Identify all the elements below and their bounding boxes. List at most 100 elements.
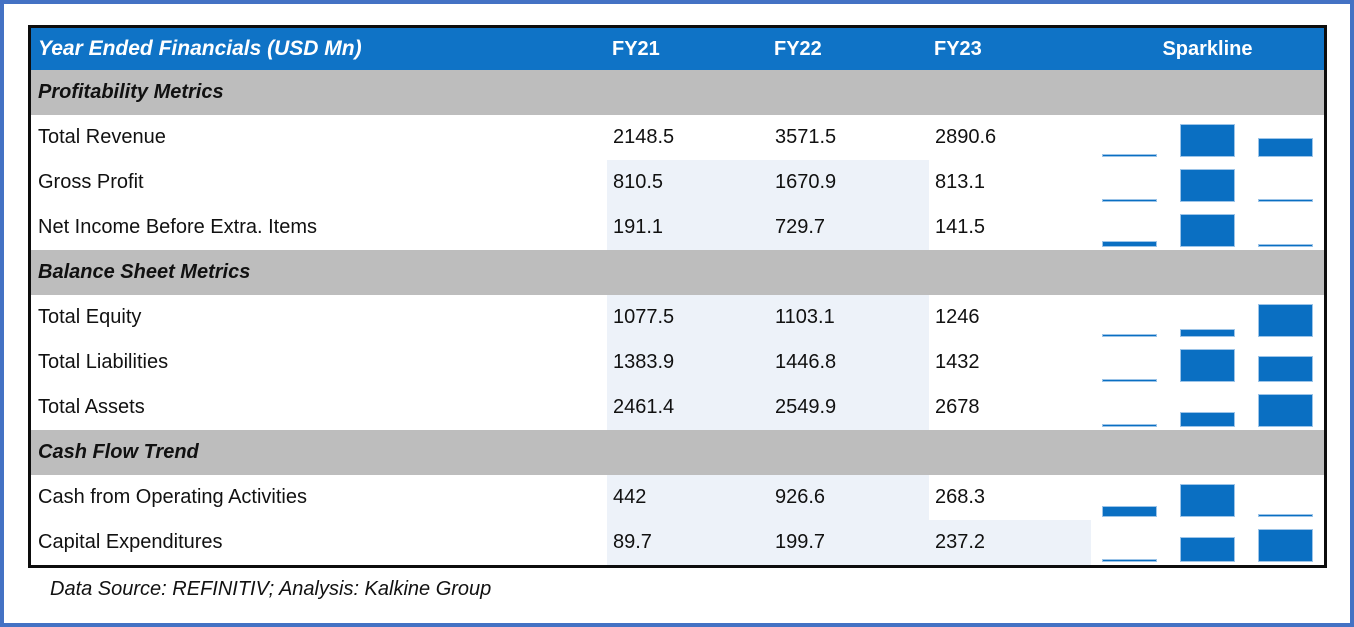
sparkline-bar-fy22	[1180, 169, 1235, 202]
sparkline-cell	[1091, 385, 1324, 430]
sparkline-slot-fy22	[1169, 349, 1247, 382]
sparkline-bar-fy22	[1180, 537, 1235, 562]
value-cell-fy22: 926.6	[769, 475, 929, 520]
sparkline-bar-fy21	[1102, 241, 1158, 247]
sparkline-slot-fy22	[1169, 214, 1247, 247]
sparkline-slot-fy23	[1246, 244, 1324, 247]
value-cell-fy22: 1670.9	[769, 160, 929, 205]
value-cell-fy21: 2148.5	[613, 126, 675, 148]
sparkline-bar-fy22	[1180, 329, 1235, 337]
sparkline-cell	[1091, 520, 1324, 565]
row-label: Cash from Operating Activities	[38, 486, 307, 508]
row-label: Total Liabilities	[38, 351, 169, 373]
sparkline-cell	[1091, 115, 1324, 160]
row-label: Capital Expenditures	[38, 531, 223, 553]
sparkline-bar-fy22	[1180, 214, 1235, 247]
sparkline-bar-fy22	[1180, 484, 1235, 517]
section-header-profitability-metrics: Profitability Metrics	[31, 70, 1324, 115]
sparkline-cell	[1091, 295, 1324, 340]
value-cell-fy23: 1432	[935, 351, 980, 373]
sparkline-slot-fy21	[1091, 154, 1169, 157]
sparkline-bar-fy23	[1257, 514, 1313, 517]
sparkline-slot-fy23	[1246, 394, 1324, 427]
sparkline-bar-fy23	[1257, 356, 1313, 382]
value-cell-fy21: 2461.4	[607, 385, 769, 430]
value-cell-fy22: 199.7	[769, 520, 929, 565]
table-row-total-revenue: Total Revenue 2148.5 3571.5 2890.6	[31, 115, 1324, 160]
value-cell-fy21: 1383.9	[607, 340, 769, 385]
table-row-total-liabilities: Total Liabilities 1383.9 1446.8 1432	[31, 340, 1324, 385]
table-row-cash-from-operating-activities: Cash from Operating Activities 442 926.6 26…	[31, 475, 1324, 520]
value-cell-fy21: 810.5	[607, 160, 769, 205]
sparkline-bar-fy21	[1102, 424, 1158, 427]
sparkline-slot-fy21	[1091, 559, 1169, 562]
sparkline-bar-fy23	[1257, 394, 1313, 427]
sparkline-slot-fy21	[1091, 424, 1169, 427]
row-label: Gross Profit	[38, 171, 144, 193]
sparkline-cell	[1091, 205, 1324, 250]
sparkline-slot-fy23	[1246, 514, 1324, 517]
sparkline-bar-fy23	[1257, 244, 1313, 247]
value-cell-fy23: 268.3	[935, 486, 986, 508]
value-cell-fy22: 1446.8	[769, 340, 929, 385]
row-label: Total Revenue	[38, 126, 166, 148]
table-row-total-equity: Total Equity 1077.5 1103.1 1246	[31, 295, 1324, 340]
sparkline-bar-fy21	[1102, 199, 1158, 202]
value-cell-fy22: 2549.9	[769, 385, 929, 430]
column-header-sparkline: Sparkline	[1162, 37, 1253, 60]
sparkline-slot-fy21	[1091, 379, 1169, 382]
value-cell-fy22: 729.7	[769, 205, 929, 250]
table-row-gross-profit: Gross Profit 810.5 1670.9 813.1	[31, 160, 1324, 205]
data-source-note: Data Source: REFINITIV; Analysis: Kalkin…	[50, 578, 492, 600]
value-cell-fy23: 1246	[935, 306, 980, 328]
sparkline-bar-fy23	[1257, 529, 1313, 562]
sparkline-bar-fy21	[1102, 154, 1158, 157]
table-row-total-assets: Total Assets 2461.4 2549.9 2678	[31, 385, 1324, 430]
sparkline-slot-fy22	[1169, 169, 1247, 202]
column-header-fy22: FY22	[774, 37, 822, 60]
value-cell-fy23: 237.2	[929, 520, 1091, 565]
value-cell-fy22: 3571.5	[775, 126, 837, 148]
value-cell-fy23: 813.1	[935, 171, 986, 193]
column-header-fy21: FY21	[612, 37, 660, 60]
sparkline-bar-fy23	[1257, 138, 1313, 157]
table-row-net-income-before-extra-items: Net Income Before Extra. Items 191.1 729.7…	[31, 205, 1324, 250]
value-cell-fy21: 191.1	[607, 205, 769, 250]
sparkline-bar-fy21	[1102, 379, 1158, 382]
sparkline-cell	[1091, 340, 1324, 385]
section-header-cash-flow-trend: Cash Flow Trend	[31, 430, 1324, 475]
sparkline-slot-fy23	[1246, 529, 1324, 562]
value-cell-fy23: 141.5	[935, 216, 986, 238]
sparkline-cell	[1091, 160, 1324, 205]
sparkline-slot-fy22	[1169, 124, 1247, 157]
value-cell-fy23: 2678	[935, 396, 980, 418]
sparkline-slot-fy23	[1246, 304, 1324, 337]
sparkline-bar-fy23	[1257, 304, 1313, 337]
table-body: Profitability Metrics Total Revenue 2148.5…	[31, 70, 1324, 565]
sparkline-bar-fy22	[1180, 124, 1235, 157]
column-header-fy23: FY23	[934, 37, 982, 60]
value-cell-fy23: 2890.6	[935, 126, 997, 148]
financials-table: Year Ended Financials (USD Mn) FY21 FY22…	[28, 25, 1327, 568]
sparkline-bar-fy22	[1180, 412, 1235, 427]
row-label: Net Income Before Extra. Items	[38, 216, 317, 238]
sparkline-slot-fy22	[1169, 329, 1247, 337]
sparkline-cell	[1091, 475, 1324, 520]
table-title: Year Ended Financials (USD Mn)	[38, 37, 362, 60]
sparkline-slot-fy23	[1246, 356, 1324, 382]
sparkline-bar-fy22	[1180, 349, 1235, 382]
value-cell-fy22: 1103.1	[769, 295, 929, 340]
sparkline-slot-fy21	[1091, 241, 1169, 247]
row-label: Total Assets	[38, 396, 145, 418]
sparkline-slot-fy21	[1091, 334, 1169, 337]
sparkline-bar-fy23	[1257, 199, 1313, 202]
sparkline-slot-fy23	[1246, 138, 1324, 157]
sparkline-bar-fy21	[1102, 559, 1158, 562]
value-cell-fy21: 89.7	[607, 520, 769, 565]
sparkline-bar-fy21	[1102, 334, 1158, 337]
sparkline-slot-fy21	[1091, 199, 1169, 202]
section-header-balance-sheet-metrics: Balance Sheet Metrics	[31, 250, 1324, 295]
sparkline-slot-fy23	[1246, 199, 1324, 202]
table-header-row: Year Ended Financials (USD Mn) FY21 FY22…	[31, 28, 1324, 70]
